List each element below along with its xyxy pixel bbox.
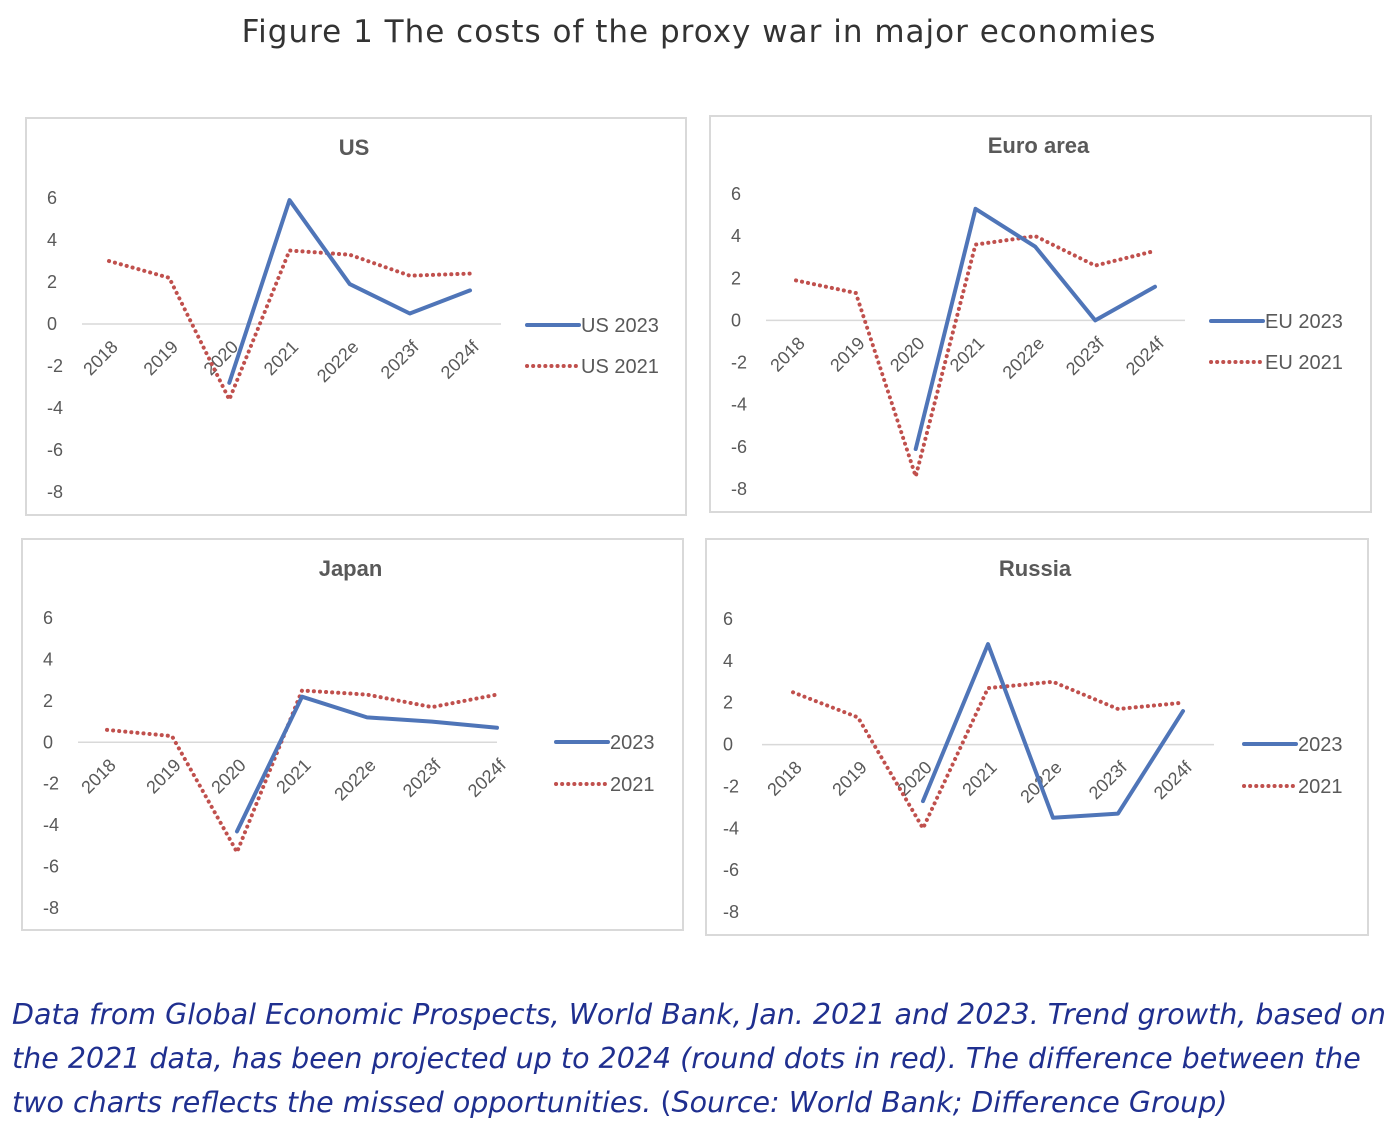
x-tick-label: 2022e bbox=[330, 755, 380, 805]
y-tick-label: 4 bbox=[731, 226, 741, 246]
y-tick-label: -6 bbox=[731, 437, 747, 457]
y-tick-label: -8 bbox=[43, 898, 59, 918]
x-tick-label: 2021 bbox=[272, 755, 314, 797]
x-tick-label: 2023f bbox=[399, 754, 446, 801]
y-tick-label: -2 bbox=[731, 353, 747, 373]
y-tick-label: -6 bbox=[723, 860, 739, 880]
chart-panel-japan: Japan 6 4 2 0 -2 -4 -6 -8 2018 2019 2020 2021 2022e 20… bbox=[21, 538, 684, 931]
series-line-eu-2021 bbox=[794, 234, 1157, 479]
x-tick-label: 2020 bbox=[886, 333, 928, 375]
legend-label: 2021 bbox=[1298, 776, 1343, 798]
series-line-us-2023 bbox=[227, 198, 472, 385]
x-tick-label: 2021 bbox=[958, 757, 1000, 799]
series-line-2021 bbox=[791, 679, 1185, 831]
y-tick-label: -4 bbox=[43, 815, 59, 835]
y-tick-label: 2 bbox=[43, 691, 53, 711]
x-tick-label: 2018 bbox=[766, 333, 808, 375]
y-tick-label: 0 bbox=[43, 732, 53, 752]
series-line-2021 bbox=[105, 688, 499, 855]
x-tick-label: 2024f bbox=[437, 336, 484, 383]
x-tick-label: 2023f bbox=[377, 336, 424, 383]
chart-title: Russia bbox=[999, 556, 1072, 581]
y-tick-label: -6 bbox=[43, 857, 59, 877]
chart-panel-euro-area: Euro area 6 4 2 0 -2 -4 -6 -8 2018 2019 2020 2021 202… bbox=[709, 115, 1372, 513]
x-tick-label: 2020 bbox=[207, 755, 249, 797]
caption-paren: ( bbox=[660, 1086, 672, 1119]
series-line-eu-2023 bbox=[913, 206, 1157, 451]
y-tick-label: -6 bbox=[47, 440, 63, 460]
y-tick-label: 6 bbox=[731, 184, 741, 204]
x-tick-label: 2018 bbox=[77, 755, 119, 797]
x-tick-label: 2019 bbox=[828, 757, 870, 799]
legend-label: 2023 bbox=[1298, 734, 1343, 756]
y-tick-label: -4 bbox=[723, 818, 739, 838]
series-line-2023 bbox=[921, 642, 1185, 820]
x-tick-label: 2018 bbox=[763, 757, 805, 799]
series-line-2023 bbox=[235, 694, 499, 834]
x-tick-label: 2020 bbox=[893, 757, 935, 799]
caption-source: Source: World Bank; Difference Group) bbox=[671, 1086, 1228, 1119]
chart-japan: Japan 6 4 2 0 -2 -4 -6 -8 2018 2019 2020 2021 2022e 20… bbox=[43, 556, 655, 918]
figure-caption: Data from Global Economic Prospects, Wor… bbox=[12, 993, 1392, 1125]
x-tick-label: 2024f bbox=[1150, 757, 1197, 804]
y-tick-label: 6 bbox=[43, 608, 53, 628]
y-tick-label: 2 bbox=[723, 693, 733, 713]
x-tick-label: 2021 bbox=[260, 337, 302, 379]
y-tick-label: 0 bbox=[47, 314, 57, 334]
legend-label: US 2023 bbox=[581, 315, 659, 337]
x-tick-label: 2019 bbox=[140, 337, 182, 379]
caption-main: Data from Global Economic Prospects, Wor… bbox=[12, 998, 1386, 1119]
legend-label: EU 2023 bbox=[1265, 311, 1343, 333]
y-tick-label: -2 bbox=[43, 774, 59, 794]
y-tick-label: 4 bbox=[723, 651, 733, 671]
chart-title: US bbox=[339, 135, 370, 160]
chart-title: Japan bbox=[319, 556, 383, 581]
y-tick-label: -2 bbox=[723, 776, 739, 796]
chart-panel-russia: Russia 6 4 2 0 -2 -4 -6 -8 2018 2019 2020 2021 2022e 2… bbox=[705, 538, 1369, 936]
figure-title: Figure 1 The costs of the proxy war in m… bbox=[241, 14, 1157, 50]
y-tick-label: -4 bbox=[47, 398, 63, 418]
y-tick-label: -8 bbox=[731, 479, 747, 499]
y-tick-label: -8 bbox=[47, 482, 63, 502]
chart-panel-us: US 6 4 2 0 -2 -4 -6 -8 2018 2019 2020 2021 2022e 2023f… bbox=[25, 117, 687, 516]
y-tick-label: 6 bbox=[47, 188, 57, 208]
y-tick-label: 0 bbox=[731, 310, 741, 330]
legend-label: 2023 bbox=[610, 732, 655, 754]
legend-label: US 2021 bbox=[581, 356, 659, 378]
y-tick-label: 2 bbox=[47, 272, 57, 292]
y-tick-label: -4 bbox=[731, 395, 747, 415]
legend-label: 2021 bbox=[610, 774, 655, 796]
y-tick-label: 4 bbox=[43, 649, 53, 669]
chart-title: Euro area bbox=[988, 133, 1090, 158]
x-tick-label: 2023f bbox=[1062, 332, 1109, 379]
y-tick-label: 0 bbox=[723, 735, 733, 755]
x-tick-label: 2024f bbox=[464, 754, 511, 801]
y-tick-label: -2 bbox=[47, 356, 63, 376]
x-tick-label: 2018 bbox=[79, 337, 121, 379]
y-tick-label: 2 bbox=[731, 268, 741, 288]
x-tick-label: 2019 bbox=[826, 333, 868, 375]
x-tick-label: 2022e bbox=[999, 333, 1049, 383]
x-tick-label: 2024f bbox=[1122, 332, 1169, 379]
x-tick-label: 2022e bbox=[313, 337, 363, 387]
series-line-us-2021 bbox=[107, 248, 472, 402]
y-tick-label: -8 bbox=[723, 902, 739, 922]
legend-label: EU 2021 bbox=[1265, 352, 1343, 374]
x-tick-label: 2023f bbox=[1085, 757, 1132, 804]
y-tick-label: 4 bbox=[47, 230, 57, 250]
x-tick-label: 2019 bbox=[142, 755, 184, 797]
y-tick-label: 6 bbox=[723, 609, 733, 629]
